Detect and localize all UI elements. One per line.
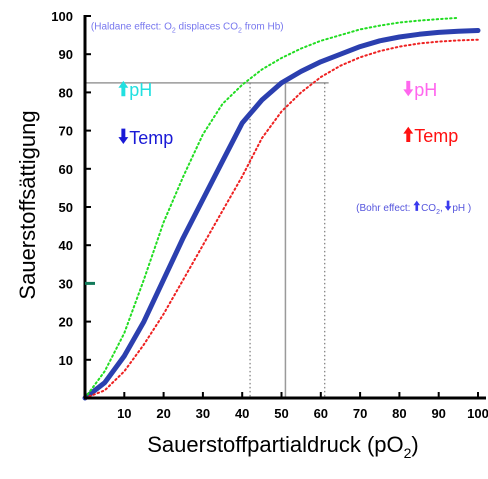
- y-tick-label: 60: [59, 162, 73, 177]
- svg-text:(Bohr effect:: (Bohr effect:: [356, 203, 410, 214]
- tick-layer: 10 20 30 40 50 60 70 80 90 100 10 20 30 40 50 60 70 80 90 1…: [51, 9, 488, 421]
- series-line-1: [84, 16, 460, 399]
- annotation-temp-left: Temp: [118, 128, 173, 148]
- x-axis-title: Sauerstoffpartialdruck (pO2): [147, 432, 419, 461]
- svg-text:Temp: Temp: [129, 128, 173, 148]
- x-tick-label: 50: [274, 406, 288, 421]
- svg-text:Temp: Temp: [414, 126, 458, 146]
- x-tick-label: 60: [314, 406, 328, 421]
- down-arrow-icon: [403, 80, 414, 97]
- annotation-ph-left: pH: [118, 80, 152, 100]
- annotation-bohr: (Bohr effect: CO2, pH ): [356, 200, 471, 216]
- y-tick-label: 40: [59, 238, 73, 253]
- annotation-ph-right: pH: [403, 80, 437, 100]
- y-tick-label: 50: [59, 200, 73, 215]
- series-line-0: [82, 28, 481, 401]
- y-tick-label: 10: [59, 353, 73, 368]
- y-tick-label: 80: [59, 85, 73, 100]
- series-line-2: [84, 38, 479, 399]
- y-tick-label: 100: [51, 9, 73, 24]
- x-tick-label: 10: [117, 406, 131, 421]
- bohr-down-arrow-icon: [444, 200, 452, 211]
- up-arrow-icon: [403, 126, 414, 143]
- annotation-layer: (Haldane effect: O2 displaces CO2 from H…: [91, 21, 471, 215]
- x-tick-label: 100: [467, 406, 488, 421]
- y-axis-title: Sauerstoffsättigung: [15, 110, 40, 299]
- down-arrow-icon: [118, 128, 129, 144]
- annotation-haldane: (Haldane effect: O2 displaces CO2 from H…: [91, 21, 284, 34]
- y-tick-label: 90: [59, 47, 73, 62]
- reference-lines-layer: [85, 82, 329, 398]
- x-tick-label: 80: [392, 406, 406, 421]
- annotation-temp-right: Temp: [403, 126, 458, 146]
- x-tick-label: 20: [156, 406, 170, 421]
- svg-text:pH: pH: [414, 80, 437, 100]
- x-tick-label: 30: [196, 406, 210, 421]
- bohr-up-arrow-icon: [413, 200, 421, 211]
- y-tick-label: 20: [59, 315, 73, 330]
- bohr-tail-text: CO2,: [421, 203, 443, 216]
- y-tick-label: 30: [59, 276, 73, 291]
- bohr-tail-text: pH ): [452, 203, 471, 214]
- svg-text:(Haldane effect: O2 displaces: (Haldane effect: O2 displaces CO2 from H…: [91, 21, 284, 34]
- svg-text:pH: pH: [129, 80, 152, 100]
- y-tick-label: 70: [59, 124, 73, 139]
- x-tick-label: 90: [431, 406, 445, 421]
- series-layer: [82, 16, 481, 401]
- x-tick-label: 70: [353, 406, 367, 421]
- up-arrow-icon: [118, 80, 129, 97]
- x-tick-label: 40: [235, 406, 249, 421]
